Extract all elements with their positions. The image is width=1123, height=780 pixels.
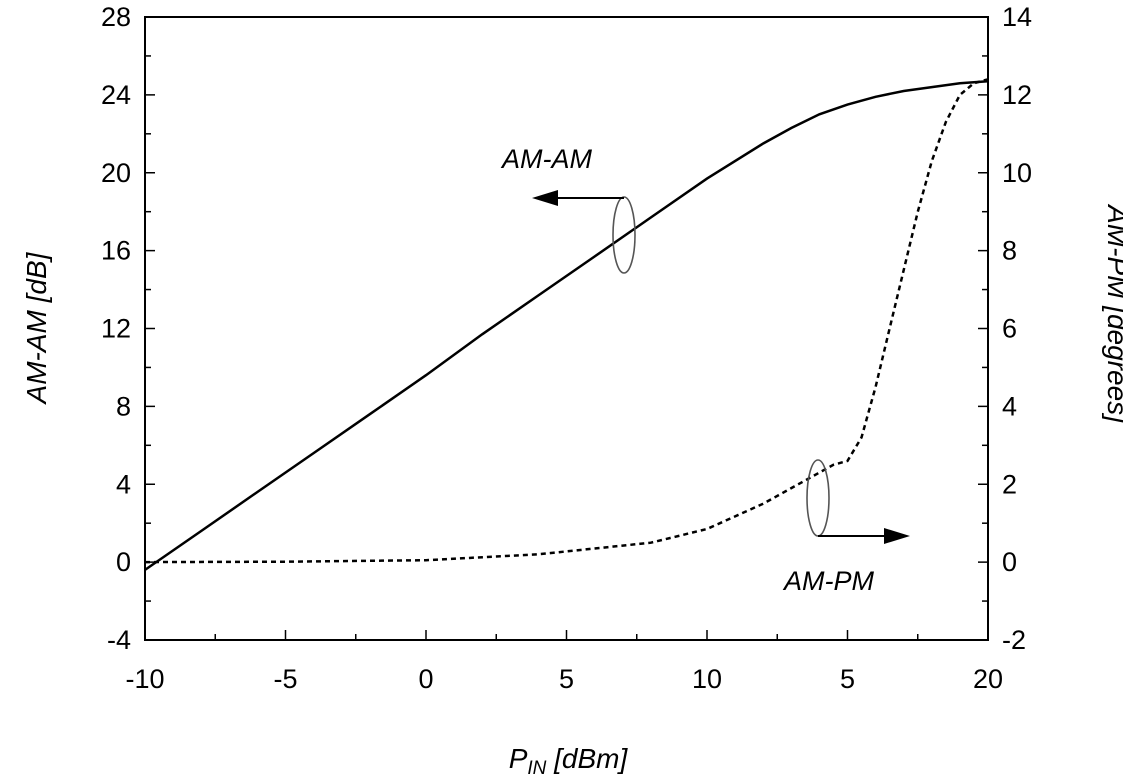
x-axis-title-unit: [dBm] [546, 743, 628, 774]
right-tick-label: 6 [1002, 314, 1017, 344]
am-am-annotation-label: AM-AM [500, 144, 593, 174]
left-tick-label: 4 [116, 469, 131, 499]
x-axis-tick-labels: -10 -5 0 5 10 5 20 [125, 664, 1003, 694]
right-axis-ticks [978, 16, 988, 641]
right-tick-label: 10 [1002, 158, 1032, 188]
x-tick-label: 5 [559, 664, 574, 694]
x-tick-label: 0 [418, 664, 433, 694]
x-axis-title-subscript: IN [527, 758, 546, 779]
right-tick-label: -2 [1002, 625, 1026, 655]
left-tick-label: 8 [116, 391, 131, 421]
right-tick-label: 8 [1002, 236, 1017, 266]
right-tick-label: 0 [1002, 547, 1017, 577]
am-am-arrow-head [532, 190, 558, 206]
right-tick-label: 12 [1002, 80, 1032, 110]
left-axis-tick-labels: -4 0 4 8 12 16 20 24 28 [101, 2, 131, 655]
x-axis-title: PIN [dBm] [509, 743, 629, 779]
right-tick-label: 4 [1002, 391, 1017, 421]
am-pm-arrow-head [884, 528, 910, 544]
left-tick-label: 12 [101, 314, 131, 344]
left-tick-label: 16 [101, 236, 131, 266]
series-line-am-am [144, 79, 989, 571]
series-line-am-pm [144, 78, 989, 564]
left-tick-label: 28 [101, 2, 131, 32]
left-tick-label: 0 [116, 547, 131, 577]
x-axis-title-main: P [509, 743, 528, 774]
x-tick-label: -5 [273, 664, 297, 694]
right-tick-label: 14 [1002, 2, 1032, 32]
left-tick-label: 24 [101, 80, 131, 110]
x-tick-label: 10 [692, 664, 722, 694]
left-tick-label: -4 [107, 625, 131, 655]
left-axis-title: AM-AM [dB] [21, 251, 52, 405]
am-pm-annotation-label: AM-PM [782, 566, 875, 596]
right-axis-tick-labels: -2 0 2 4 6 8 10 12 14 [1002, 2, 1032, 655]
x-tick-label: 5 [840, 664, 855, 694]
right-tick-label: 2 [1002, 469, 1017, 499]
right-axis-title: AM-PM [degrees] [1102, 203, 1123, 424]
x-axis-ticks [144, 630, 989, 640]
x-tick-label: -10 [125, 664, 164, 694]
left-tick-label: 20 [101, 158, 131, 188]
x-tick-label: 20 [973, 664, 1003, 694]
